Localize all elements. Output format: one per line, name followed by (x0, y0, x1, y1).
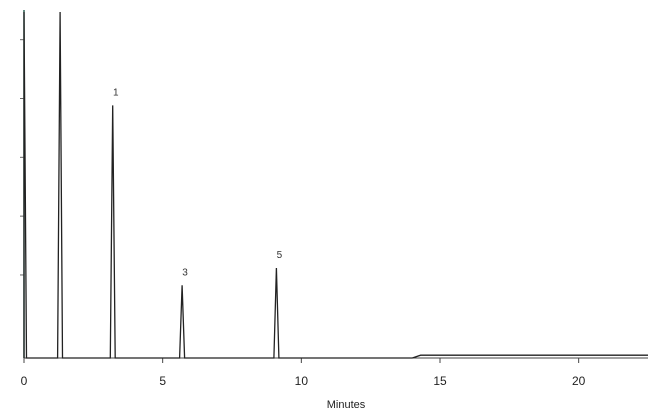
peak-labels: 1 3 5 (113, 87, 283, 278)
peak-label: 5 (277, 250, 283, 261)
x-tick-label: 20 (572, 374, 586, 388)
x-tick-label: 5 (159, 374, 166, 388)
chromatogram-trace (23, 11, 648, 359)
y-axis-ticks (20, 39, 24, 276)
chart-axes (23, 10, 648, 359)
x-axis-label: Minutes (327, 399, 366, 410)
peak-label: 3 (182, 267, 188, 278)
x-tick-label: 10 (295, 374, 309, 388)
x-tick-label: 0 (21, 374, 28, 388)
peak-label: 1 (113, 87, 119, 98)
x-axis-ticks: 0 5 10 15 20 (21, 358, 586, 388)
x-tick-label: 15 (433, 374, 447, 388)
